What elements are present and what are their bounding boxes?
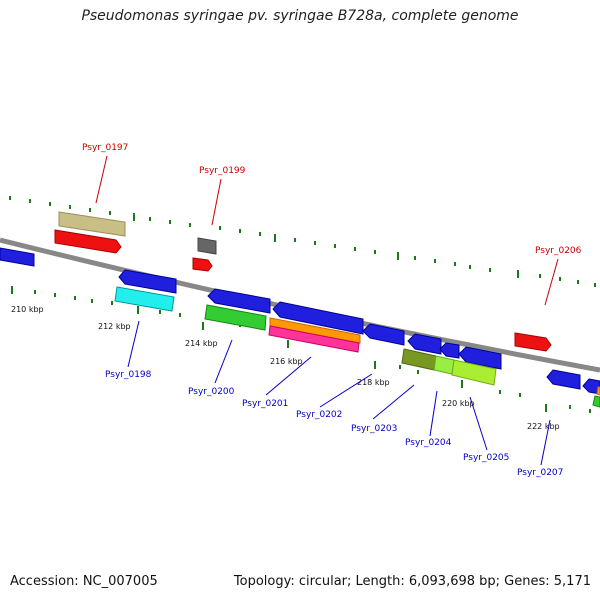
- gene-feature[interactable]: [207, 288, 271, 314]
- forward-strand-features: [54, 211, 552, 352]
- accession-label: Accession: NC_007005: [10, 574, 158, 589]
- gene-label[interactable]: Psyr_0207: [517, 468, 563, 478]
- gene-feature[interactable]: [451, 359, 497, 386]
- gene-label[interactable]: Psyr_0197: [82, 143, 128, 153]
- reverse-gene-labels: Psyr_0198 Psyr_0200 Psyr_0201 Psyr_0202 …: [105, 370, 563, 478]
- gene-feature[interactable]: [204, 304, 267, 331]
- gene-feature[interactable]: [596, 386, 600, 396]
- gene-feature[interactable]: [582, 378, 600, 395]
- scale-label: 220 kbp: [442, 399, 475, 408]
- gene-feature[interactable]: [114, 286, 175, 312]
- forward-leader-lines: [95, 155, 559, 306]
- gene-feature[interactable]: [269, 317, 361, 344]
- gene-feature[interactable]: [197, 237, 217, 255]
- gene-feature[interactable]: [272, 301, 364, 335]
- gene-feature[interactable]: [433, 355, 455, 375]
- gene-label[interactable]: Psyr_0205: [463, 453, 509, 463]
- reverse-leader-lines: [127, 320, 551, 466]
- genome-backbone: [0, 237, 600, 373]
- gene-feature[interactable]: [407, 333, 442, 355]
- gene-label[interactable]: Psyr_0203: [351, 424, 397, 434]
- gene-feature[interactable]: [514, 332, 552, 352]
- gene-label[interactable]: Psyr_0206: [535, 246, 582, 256]
- gene-feature[interactable]: [268, 325, 360, 353]
- genome-title: Pseudomonas syringae pv. syringae B728a,…: [81, 8, 519, 24]
- scale-label: 210 kbp: [11, 305, 44, 314]
- gene-feature[interactable]: [592, 395, 600, 408]
- gene-feature[interactable]: [439, 342, 460, 359]
- gene-feature[interactable]: [58, 211, 126, 237]
- genome-summary: Topology: circular; Length: 6,093,698 bp…: [233, 574, 591, 589]
- gene-label[interactable]: Psyr_0202: [296, 410, 342, 420]
- gene-feature[interactable]: [546, 369, 581, 390]
- gene-label[interactable]: Psyr_0204: [405, 438, 452, 448]
- gene-feature[interactable]: [54, 229, 122, 254]
- gene-feature[interactable]: [192, 257, 213, 272]
- scale-label: 214 kbp: [185, 339, 218, 348]
- gene-label[interactable]: Psyr_0201: [242, 399, 288, 409]
- scale-labels: 210 kbp 212 kbp 214 kbp 216 kbp 218 kbp …: [11, 305, 560, 431]
- forward-gene-labels: Psyr_0197 Psyr_0199 Psyr_0206: [82, 143, 582, 256]
- gene-label[interactable]: Psyr_0200: [188, 387, 235, 397]
- scale-label: 218 kbp: [357, 378, 390, 387]
- scale-label: 212 kbp: [98, 322, 131, 331]
- scale-label: 222 kbp: [527, 422, 560, 431]
- gene-feature[interactable]: [458, 346, 502, 370]
- reverse-strand-features: [0, 247, 600, 408]
- scale-label: 216 kbp: [270, 357, 303, 366]
- gene-feature[interactable]: [0, 247, 35, 267]
- tick-marks-upper: [9, 196, 596, 287]
- gene-label[interactable]: Psyr_0199: [199, 166, 246, 176]
- gene-feature[interactable]: [362, 323, 405, 346]
- gene-label[interactable]: Psyr_0198: [105, 370, 152, 380]
- gene-feature[interactable]: [118, 269, 177, 294]
